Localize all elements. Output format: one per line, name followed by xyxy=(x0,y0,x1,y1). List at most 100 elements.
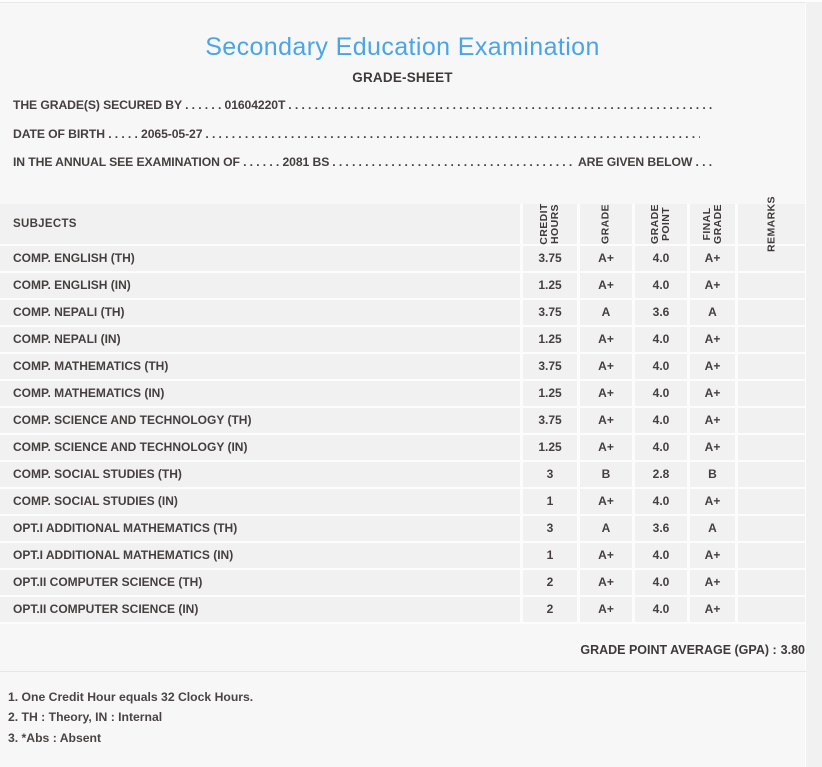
subject-cell: OPT.I ADDITIONAL MATHEMATICS (IN) xyxy=(0,542,520,570)
gpa-value: 3.80 xyxy=(780,642,805,657)
grade-cell: A xyxy=(577,515,632,543)
candidate-symbol-text: THE GRADE(S) SECURED BY . . . . . . 0160… xyxy=(13,98,286,112)
grade-cell: A+ xyxy=(577,326,632,354)
grade-cell: A+ xyxy=(577,245,632,273)
grade-cell: A+ xyxy=(577,569,632,597)
grade-cell: A xyxy=(577,299,632,327)
final-grade-cell: A+ xyxy=(687,380,735,408)
subject-cell: COMP. NEPALI (IN) xyxy=(0,326,520,354)
subject-cell: OPT.I ADDITIONAL MATHEMATICS (TH) xyxy=(0,515,520,543)
final-grade-cell: A+ xyxy=(687,407,735,435)
note-credit-hour: 1. One Credit Hour equals 32 Clock Hours… xyxy=(8,689,254,704)
grade-point-cell: 4.0 xyxy=(632,434,687,462)
remarks-cell xyxy=(735,488,805,516)
subject-cell: COMP. ENGLISH (TH) xyxy=(0,245,520,273)
grade-point-cell: 4.0 xyxy=(632,407,687,435)
remarks-cell xyxy=(735,407,805,435)
grade-point-cell: 4.0 xyxy=(632,326,687,354)
table-row: COMP. NEPALI (IN) 1.25 A+ 4.0 A+ xyxy=(0,326,805,354)
table-row: COMP. SCIENCE AND TECHNOLOGY (TH) 3.75 A… xyxy=(0,407,805,435)
grade-table: SUBJECTS CREDIT HOURS GRADE GRADE POINT … xyxy=(0,196,805,624)
credit-hours-cell: 2 xyxy=(520,569,577,597)
grade-cell: A+ xyxy=(577,596,632,624)
remarks-cell xyxy=(735,299,805,327)
gpa-label: GRADE POINT AVERAGE (GPA) : xyxy=(580,642,777,657)
grade-point-cell: 4.0 xyxy=(632,245,687,273)
subject-cell: OPT.II COMPUTER SCIENCE (IN) xyxy=(0,596,520,624)
table-row: OPT.I ADDITIONAL MATHEMATICS (IN) 1 A+ 4… xyxy=(0,542,805,570)
are-given-below-text: ARE GIVEN BELOW . . . xyxy=(577,155,712,169)
grade-point-cell: 4.0 xyxy=(632,272,687,300)
table-row: COMP. MATHEMATICS (IN) 1.25 A+ 4.0 A+ xyxy=(0,380,805,408)
column-header-credit-hours: CREDIT HOURS xyxy=(520,203,577,246)
grade-cell: A+ xyxy=(577,542,632,570)
credit-hours-cell: 2 xyxy=(520,596,577,624)
credit-hours-cell: 1.25 xyxy=(520,434,577,462)
grade-point-cell: 4.0 xyxy=(632,569,687,597)
table-row: COMP. SOCIAL STUDIES (TH) 3 B 2.8 B xyxy=(0,461,805,489)
credit-hours-cell: 1 xyxy=(520,542,577,570)
grade-table-header: SUBJECTS CREDIT HOURS GRADE GRADE POINT … xyxy=(0,196,805,251)
examination-year-line: IN THE ANNUAL SEE EXAMINATION OF . . . .… xyxy=(13,154,712,170)
table-row: COMP. ENGLISH (IN) 1.25 A+ 4.0 A+ xyxy=(0,272,805,300)
column-header-subjects: SUBJECTS xyxy=(0,203,520,246)
dotted-leader: . . . . . . . . . . . . . . . . . . . . … xyxy=(205,126,700,141)
table-row: COMP. SOCIAL STUDIES (IN) 1 A+ 4.0 A+ xyxy=(0,488,805,516)
remarks-cell xyxy=(735,515,805,543)
subject-cell: COMP. SCIENCE AND TECHNOLOGY (TH) xyxy=(0,407,520,435)
grade-point-rotated-label: GRADE POINT xyxy=(649,203,672,244)
candidate-symbol-line: THE GRADE(S) SECURED BY . . . . . . 0160… xyxy=(13,97,712,113)
table-row: COMP. MATHEMATICS (TH) 3.75 A+ 4.0 A+ xyxy=(0,353,805,381)
remarks-cell xyxy=(735,434,805,462)
date-of-birth-line: DATE OF BIRTH . . . . . 2065-05-27 . . .… xyxy=(13,126,700,142)
final-grade-cell: A+ xyxy=(687,326,735,354)
remarks-cell xyxy=(735,542,805,570)
credit-hours-cell: 3.75 xyxy=(520,353,577,381)
candidate-info-block: THE GRADE(S) SECURED BY . . . . . . 0160… xyxy=(13,97,712,183)
remarks-cell xyxy=(735,596,805,624)
top-divider xyxy=(0,0,822,2)
grade-point-cell: 3.6 xyxy=(632,299,687,327)
grade-cell: A+ xyxy=(577,488,632,516)
grade-table-body: COMP. ENGLISH (TH) 3.75 A+ 4.0 A+ COMP. … xyxy=(0,245,805,624)
subject-cell: COMP. SCIENCE AND TECHNOLOGY (IN) xyxy=(0,434,520,462)
final-grade-cell: A+ xyxy=(687,542,735,570)
subject-cell: COMP. NEPALI (TH) xyxy=(0,299,520,327)
date-of-birth-text: DATE OF BIRTH . . . . . 2065-05-27 xyxy=(13,126,203,141)
credit-hours-cell: 3.75 xyxy=(520,299,577,327)
final-grade-cell: A+ xyxy=(687,596,735,624)
examination-year-text: IN THE ANNUAL SEE EXAMINATION OF . . . .… xyxy=(13,155,330,169)
gpa-summary-line: GRADE POINT AVERAGE (GPA) :3.80 xyxy=(0,642,805,658)
final-grade-cell: A+ xyxy=(687,488,735,516)
credit-hours-cell: 1.25 xyxy=(520,272,577,300)
grade-cell: A+ xyxy=(577,434,632,462)
credit-hours-cell: 1.25 xyxy=(520,380,577,408)
final-grade-cell: A xyxy=(687,299,735,327)
column-header-grade-point: GRADE POINT xyxy=(632,203,687,246)
dotted-leader: . . . . . . . . . . . . . . . . . . . . … xyxy=(332,155,575,169)
footer-divider xyxy=(0,670,806,672)
grade-point-cell: 4.0 xyxy=(632,353,687,381)
final-grade-cell: A xyxy=(687,515,735,543)
note-th-in: 2. TH : Theory, IN : Internal xyxy=(8,710,163,724)
grade-cell: A+ xyxy=(577,272,632,300)
column-header-remarks: REMARKS xyxy=(735,196,805,251)
table-row: COMP. ENGLISH (TH) 3.75 A+ 4.0 A+ xyxy=(0,245,805,273)
column-header-grade: GRADE xyxy=(577,203,632,246)
final-grade-rotated-label: FINAL GRADE xyxy=(700,203,724,244)
credit-hours-cell: 3 xyxy=(520,515,577,543)
grade-point-cell: 2.8 xyxy=(632,461,687,489)
dotted-leader: . . . . . . . . . . . . . . . . . . . . … xyxy=(288,98,712,112)
remarks-cell xyxy=(735,272,805,300)
subject-cell: COMP. MATHEMATICS (TH) xyxy=(0,353,520,381)
credit-hours-cell: 3.75 xyxy=(520,407,577,435)
grade-cell: A+ xyxy=(577,380,632,408)
final-grade-cell: A+ xyxy=(687,434,735,462)
final-grade-cell: A+ xyxy=(687,353,735,381)
grade-point-cell: 4.0 xyxy=(632,596,687,624)
grade-sheet-page: Secondary Education Examination GRADE-SH… xyxy=(0,2,806,767)
grade-cell: B xyxy=(577,461,632,489)
remarks-cell xyxy=(735,326,805,354)
grade-cell: A+ xyxy=(577,353,632,381)
final-grade-cell: A+ xyxy=(687,245,735,273)
